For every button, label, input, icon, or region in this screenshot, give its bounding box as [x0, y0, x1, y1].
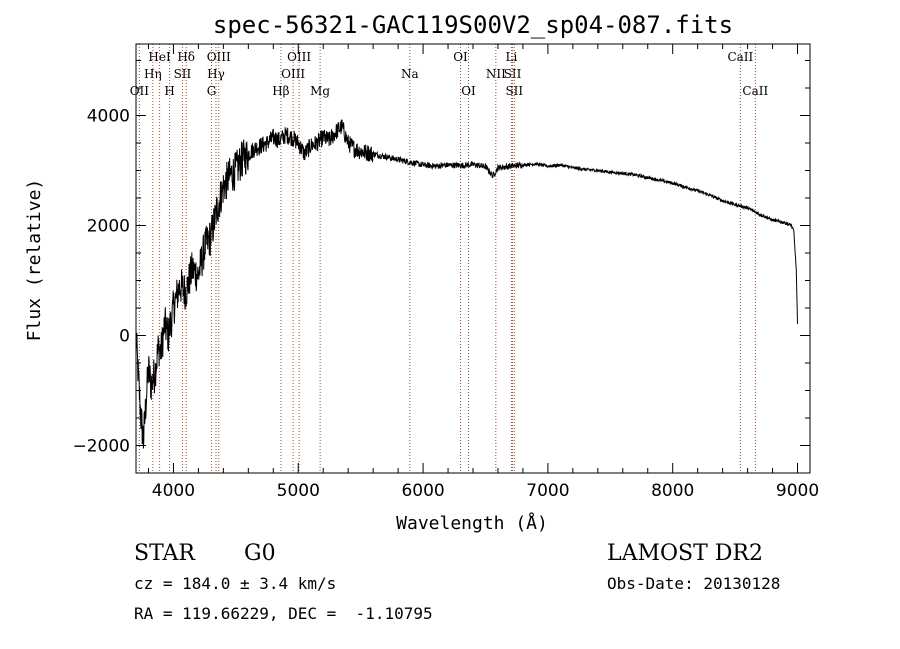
- x-axis-label: Wavelength (Å): [396, 512, 548, 534]
- redshift-cz: cz = 184.0 ± 3.4 km/s: [134, 574, 337, 593]
- line-label-1: Hη: [144, 67, 162, 81]
- y-tick-label-3: 4000: [87, 107, 130, 127]
- line-label-13: Na: [401, 67, 419, 81]
- x-tick-label-0: 4000: [152, 481, 195, 501]
- line-label-2: HeI: [148, 50, 171, 64]
- line-label-21: CaII: [742, 84, 768, 98]
- x-tick-label-3: 7000: [526, 481, 569, 501]
- spectrum-chart: spec-56321-GAC119S00V2_sp04-087.fits OII…: [24, 11, 819, 534]
- line-label-20: CaII: [727, 50, 753, 64]
- spectrum-line: [135, 119, 799, 449]
- survey-name: LAMOST DR2: [607, 541, 763, 566]
- line-label-8: OIII: [207, 50, 231, 64]
- line-label-12: Mg: [310, 84, 330, 98]
- line-label-18: SII: [504, 67, 522, 81]
- observation-date: Obs-Date: 20130128: [607, 574, 781, 593]
- line-label-4: SII: [174, 67, 192, 81]
- line-label-5: Hδ: [177, 50, 195, 64]
- coordinates: RA = 119.66229, DEC = -1.10795: [134, 604, 433, 623]
- line-label-0: OII: [130, 84, 150, 98]
- x-tick-label-4: 8000: [651, 481, 694, 501]
- y-axis-label: Flux (relative): [24, 179, 45, 342]
- chart-title: spec-56321-GAC119S00V2_sp04-087.fits: [213, 11, 733, 39]
- line-label-16: NII: [486, 67, 506, 81]
- line-label-7: Hγ: [207, 67, 225, 81]
- line-label-9: Hβ: [272, 84, 289, 98]
- line-label-17: Li: [506, 50, 518, 64]
- y-tick-label-1: 0: [119, 327, 130, 347]
- y-tick-label-0: −2000: [72, 437, 130, 457]
- y-tick-label-2: 2000: [87, 217, 130, 237]
- x-tick-label-5: 9000: [776, 481, 819, 501]
- line-label-11: OIII: [287, 50, 311, 64]
- x-tick-label-2: 6000: [401, 481, 444, 501]
- line-label-14: OI: [453, 50, 468, 64]
- line-label-15: OI: [461, 84, 476, 98]
- line-label-19: SII: [505, 84, 523, 98]
- object-class: STAR: [134, 541, 195, 566]
- line-label-10: OIII: [281, 67, 305, 81]
- line-label-3: H: [164, 84, 174, 98]
- line-label-6: G: [207, 84, 217, 98]
- plot-frame: [135, 43, 811, 474]
- object-subclass: G0: [244, 541, 276, 566]
- x-tick-label-1: 5000: [277, 481, 320, 501]
